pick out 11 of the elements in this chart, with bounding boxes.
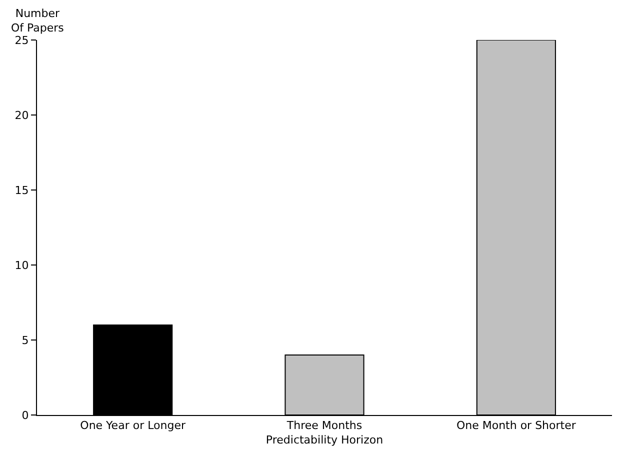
x-tick-label: One Month or Shorter — [456, 419, 576, 432]
y-axis-title: Number Of Papers — [11, 7, 64, 34]
y-tick-label: 10 — [14, 258, 29, 272]
y-tick-label: 15 — [14, 184, 29, 197]
y-tick-label: 0 — [22, 408, 29, 422]
x-tick-label: One Year or Longer — [80, 419, 186, 432]
x-tick-label: Three Months — [286, 419, 362, 432]
x-axis-title: Predictability Horizon — [266, 433, 384, 446]
y-tick-label: 25 — [14, 34, 29, 47]
y-tick-label: 20 — [14, 108, 29, 122]
y-tick-label: 5 — [22, 334, 29, 347]
